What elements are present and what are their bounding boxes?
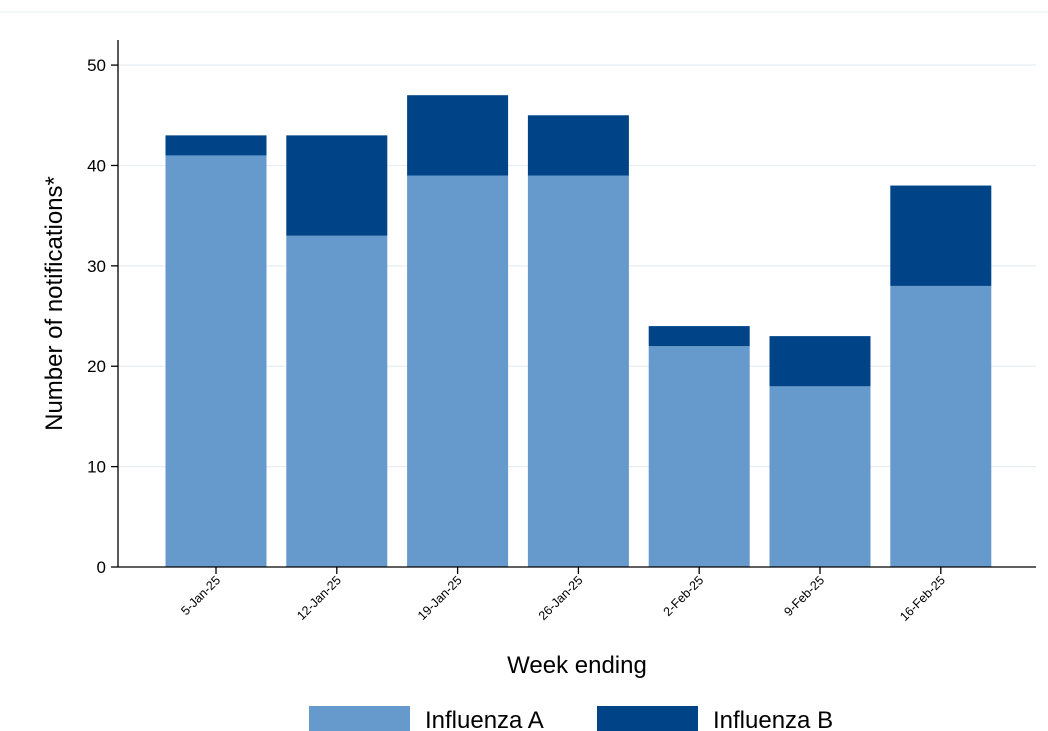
axes <box>117 40 1036 568</box>
bar-influenza-b <box>890 185 992 286</box>
y-tick-label: 20 <box>87 357 106 376</box>
bar-influenza-b <box>648 326 750 347</box>
y-tick-label: 0 <box>97 558 106 577</box>
bar-influenza-a <box>286 235 388 567</box>
legend-swatch <box>309 706 410 731</box>
legend-swatch <box>597 706 698 731</box>
y-tick-label: 10 <box>87 458 106 477</box>
y-tick-label: 40 <box>87 156 106 175</box>
bar-influenza-b <box>165 135 267 156</box>
bars-group <box>165 95 992 567</box>
bar-influenza-a <box>769 386 871 567</box>
x-tick-label: 12-Jan-25 <box>294 573 344 623</box>
x-tick-label: 2-Feb-25 <box>661 573 707 619</box>
y-axis-title: Number of notifications* <box>41 176 68 431</box>
x-axis-ticks: 5-Jan-25 12-Jan-25 19-Jan-25 26-Jan-25 2-Feb… <box>178 567 948 624</box>
bar-influenza-a <box>648 346 750 567</box>
x-axis-title: Week ending <box>507 652 647 679</box>
bar-influenza-b <box>286 135 388 236</box>
y-axis-ticks: 0 10 20 30 40 50 <box>87 56 118 577</box>
bar-influenza-a <box>527 175 629 567</box>
x-tick-label: 5-Jan-25 <box>178 573 223 618</box>
x-tick-label: 16-Feb-25 <box>897 573 948 624</box>
bar-influenza-a <box>890 285 992 567</box>
x-tick-label: 26-Jan-25 <box>536 573 586 623</box>
y-tick-label: 50 <box>87 56 106 75</box>
legend-label: Influenza B <box>713 707 833 731</box>
x-tick-label: 19-Jan-25 <box>415 573 465 623</box>
bar-influenza-b <box>407 95 509 176</box>
bar-influenza-b <box>769 336 871 387</box>
x-tick-label: 9-Feb-25 <box>781 573 827 619</box>
bar-influenza-b <box>527 115 629 176</box>
legend-label: Influenza A <box>425 707 544 731</box>
bar-influenza-a <box>407 175 509 567</box>
bar-influenza-a <box>165 155 267 567</box>
legend: Influenza A Influenza B <box>309 706 833 731</box>
y-tick-label: 30 <box>87 257 106 276</box>
